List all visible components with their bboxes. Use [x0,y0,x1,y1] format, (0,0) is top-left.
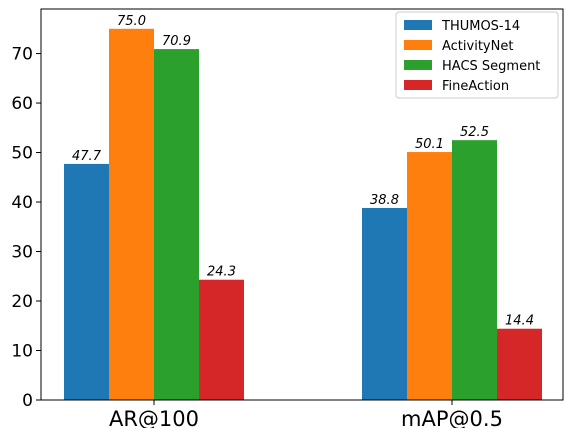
legend-swatch [404,60,432,70]
legend-box [395,11,559,99]
y-tick-label: 70 [11,45,33,65]
data-label: 52.5 [460,125,489,140]
legend-swatch [404,20,432,30]
bar-thumos-14-1 [362,207,407,400]
data-label: 47.7 [72,149,102,164]
bar-activitynet-1 [407,152,452,400]
y-axis: 0 10 20 30 40 50 60 70 [11,45,41,411]
data-label: 14.4 [505,314,534,329]
data-labels-group: 47.7 38.8 75.0 50.1 70.9 52.5 24.3 14.4 [72,14,534,329]
legend: THUMOS-14 ActivityNet HACS Segment FineActi… [395,11,559,99]
y-tick-label: 0 [22,391,33,411]
legend-label: HACS Segment [442,59,540,74]
y-tick-label: 10 [11,342,33,362]
legend-label: THUMOS-14 [441,19,520,34]
y-tick-label: 30 [11,243,33,263]
legend-swatch [404,80,432,90]
bar-fineaction-0 [199,279,244,400]
bar-fineaction-1 [497,328,542,400]
legend-label: ActivityNet [442,39,513,54]
y-tick-label: 20 [11,292,33,312]
bar-thumos-14-0 [64,163,109,400]
data-label: 38.8 [370,193,399,208]
bar-hacs-segment-0 [154,49,199,400]
legend-label: FineAction [442,79,509,94]
data-label: 24.3 [207,265,236,280]
bar-hacs-segment-1 [452,140,497,400]
x-tick-label: AR@100 [109,407,199,428]
data-label: 75.0 [117,14,146,29]
y-tick-label: 40 [11,193,33,213]
data-label: 50.1 [415,137,444,152]
bar-activitynet-0 [109,28,154,401]
plot-frame [40,8,564,401]
x-tick-label: mAP@0.5 [401,407,503,428]
y-tick-label: 60 [11,94,33,114]
bars-group [64,28,542,401]
legend-swatch [404,40,432,50]
x-axis: AR@100 mAP@0.5 [109,400,503,428]
y-tick-label: 50 [11,144,33,164]
data-label: 70.9 [162,34,191,49]
